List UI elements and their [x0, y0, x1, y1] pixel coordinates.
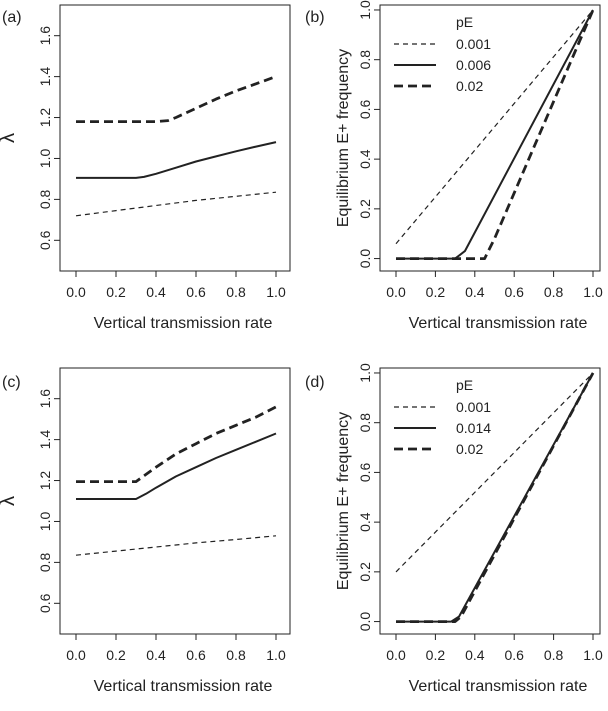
x-tick-label: 0.4: [465, 284, 485, 300]
legend-entry: 0.014: [456, 420, 491, 436]
y-tick-label: 0.2: [357, 199, 373, 219]
y-tick-label: 0.2: [357, 562, 373, 582]
panel-b: 0.0 0.2 0.4 0.6 0.8 1.0 0.0 0.2 0.4 0.6 0.8 1.0 (b) V…: [305, 0, 603, 332]
y-tick-label: 0.8: [37, 189, 53, 209]
plot-frame: [379, 367, 601, 635]
y-axis-label: Equilibrium E+ frequency: [335, 49, 352, 227]
y-tick-label: 0.8: [357, 50, 373, 70]
y-tick-label: 1.4: [37, 67, 53, 87]
legend-entry: 0.02: [456, 78, 483, 94]
plot-frame: [59, 367, 291, 635]
y-tick-label: 1.2: [37, 108, 53, 128]
legend: pE 0.001 0.006 0.02: [394, 14, 491, 94]
y-tick-label: 0.8: [37, 552, 53, 572]
series-line-thin-dashed: [395, 372, 594, 573]
legend-entry: 0.001: [456, 36, 491, 52]
y-tick-label: 1.0: [37, 149, 53, 169]
x-tick-label: 0.0: [66, 647, 86, 663]
y-tick-label: 0.6: [37, 593, 53, 613]
x-tick-label: 0.0: [66, 284, 86, 300]
x-tick-label: 0.2: [106, 647, 126, 663]
x-tick-label: 0.4: [146, 284, 166, 300]
x-tick-label: 0.2: [426, 284, 446, 300]
legend-title: pE: [456, 377, 473, 393]
panel-label: (b): [305, 9, 325, 26]
x-tick-label: 0.6: [504, 284, 524, 300]
series-line-thin-dashed: [75, 191, 277, 217]
series-line-solid: [396, 9, 594, 260]
x-tick-label: 0.2: [426, 647, 446, 663]
series-line-solid: [76, 141, 277, 179]
series-line-thick-dashed: [396, 9, 595, 260]
panel-label: (a): [2, 9, 22, 26]
y-tick-label: 1.0: [357, 363, 373, 383]
y-axis-label: λ: [0, 496, 19, 506]
series-line-thick-dashed: [76, 405, 277, 483]
x-tick-label: 1.0: [266, 647, 286, 663]
panel-d: 0.0 0.2 0.4 0.6 0.8 1.0 0.0 0.2 0.4 0.6 0.8 1.0 (d) V…: [305, 363, 603, 695]
legend-entry: 0.001: [456, 399, 491, 415]
x-tick-label: 1.0: [583, 647, 603, 663]
plot-frame: [379, 4, 601, 272]
y-tick-label: 1.4: [37, 430, 53, 450]
y-tick-label: 0.6: [357, 462, 373, 482]
x-tick-label: 1.0: [583, 284, 603, 300]
x-axis-label: Vertical transmission rate: [94, 315, 273, 332]
legend-entry: 0.006: [456, 57, 491, 73]
y-tick-label: 1.2: [37, 471, 53, 491]
legend: pE 0.001 0.014 0.02: [394, 377, 491, 457]
panel-label: (d): [305, 374, 325, 391]
y-tick-label: 0.4: [357, 149, 373, 169]
y-tick-label: 0.8: [357, 413, 373, 433]
x-tick-label: 0.0: [386, 647, 406, 663]
legend-entry: 0.02: [456, 441, 483, 457]
plot-frame: [59, 4, 291, 272]
series-line-solid: [76, 432, 277, 500]
x-tick-label: 0.6: [186, 647, 206, 663]
panel-a: 0.6 0.8 1.0 1.2 1.4 1.6 0.0 0.2 0.4 0.6 0.8 1.0 (a) V…: [0, 4, 291, 332]
x-tick-label: 0.6: [504, 647, 524, 663]
x-tick-label: 0.6: [186, 284, 206, 300]
y-tick-label: 1.6: [37, 389, 53, 409]
y-tick-label: 1.0: [37, 512, 53, 532]
x-tick-label: 0.8: [226, 284, 246, 300]
x-axis-label: Vertical transmission rate: [409, 678, 588, 695]
x-tick-label: 1.0: [266, 284, 286, 300]
x-tick-label: 0.8: [226, 647, 246, 663]
y-tick-label: 0.0: [357, 612, 373, 632]
y-axis-label: λ: [0, 133, 19, 143]
x-axis-label: Vertical transmission rate: [94, 678, 273, 695]
x-tick-label: 0.2: [106, 284, 126, 300]
series-line-thick-dashed: [396, 372, 595, 623]
panel-label: (c): [2, 374, 21, 391]
x-tick-label: 0.8: [544, 647, 564, 663]
series-line-thick-dashed: [76, 75, 277, 123]
series-line-thin-dashed: [395, 9, 594, 245]
y-tick-label: 0.6: [357, 99, 373, 119]
x-tick-label: 0.4: [465, 647, 485, 663]
series-line-solid: [396, 372, 594, 623]
y-tick-label: 1.6: [37, 26, 53, 46]
y-tick-label: 0.6: [37, 230, 53, 250]
x-tick-label: 0.4: [146, 647, 166, 663]
y-tick-label: 0.0: [357, 249, 373, 269]
y-tick-label: 0.4: [357, 512, 373, 532]
y-tick-label: 1.0: [357, 0, 373, 20]
x-axis-label: Vertical transmission rate: [409, 315, 588, 332]
panel-c: 0.6 0.8 1.0 1.2 1.4 1.6 0.0 0.2 0.4 0.6 0.8 1.0 (c) V…: [0, 367, 291, 695]
y-axis-label: Equilibrium E+ frequency: [335, 412, 352, 590]
series-line-thin-dashed: [75, 535, 277, 556]
x-tick-label: 0.0: [386, 284, 406, 300]
legend-title: pE: [456, 14, 473, 30]
x-tick-label: 0.8: [544, 284, 564, 300]
